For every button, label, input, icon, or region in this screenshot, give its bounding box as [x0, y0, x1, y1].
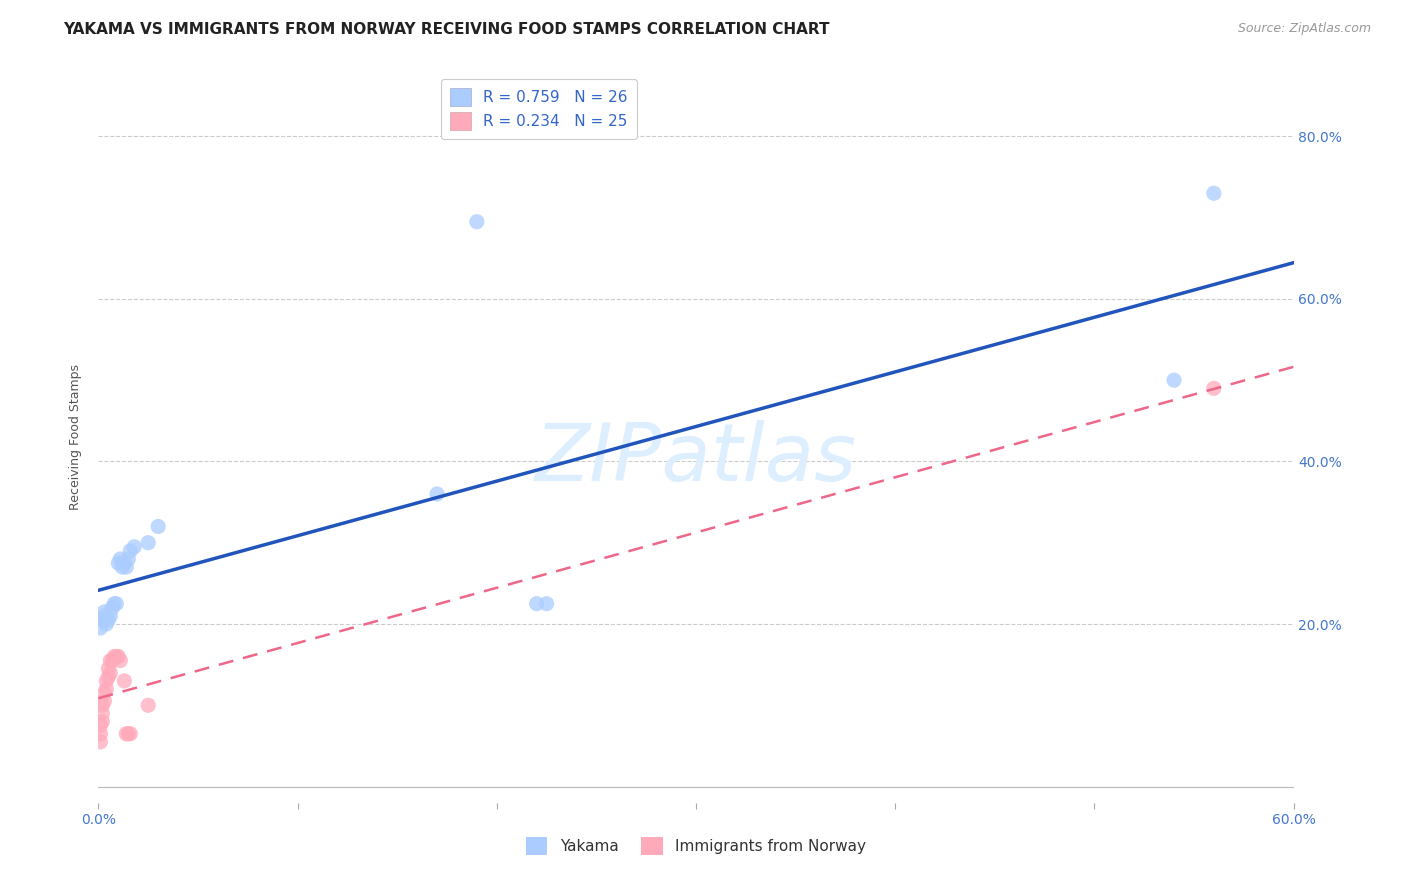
- Point: [105, 649, 128, 664]
- Point: [526, 597, 548, 611]
- Point: [89, 735, 111, 749]
- Point: [105, 597, 128, 611]
- Point: [101, 600, 124, 615]
- Point: [97, 670, 120, 684]
- Point: [96, 681, 118, 696]
- Point: [89, 718, 111, 732]
- Point: [148, 519, 170, 533]
- Point: [89, 621, 111, 635]
- Point: [93, 686, 115, 700]
- Point: [103, 649, 125, 664]
- Point: [120, 727, 142, 741]
- Point: [111, 560, 134, 574]
- Y-axis label: Receiving Food Stamps: Receiving Food Stamps: [69, 364, 83, 510]
- Point: [136, 535, 159, 549]
- Point: [89, 727, 111, 741]
- Point: [112, 673, 135, 688]
- Point: [93, 605, 115, 619]
- Point: [98, 665, 122, 680]
- Point: [110, 654, 132, 668]
- Point: [97, 662, 120, 676]
- Point: [1163, 373, 1185, 387]
- Point: [107, 556, 129, 570]
- Point: [136, 698, 159, 713]
- Point: [93, 694, 115, 708]
- Point: [120, 544, 142, 558]
- Point: [91, 714, 114, 729]
- Point: [103, 597, 125, 611]
- Point: [1202, 381, 1225, 395]
- Point: [124, 540, 146, 554]
- Point: [117, 727, 139, 741]
- Point: [112, 556, 135, 570]
- Text: ZIPatlas: ZIPatlas: [534, 420, 858, 498]
- Point: [97, 613, 120, 627]
- Point: [98, 654, 122, 668]
- Point: [91, 698, 114, 713]
- Point: [91, 613, 114, 627]
- Text: Source: ZipAtlas.com: Source: ZipAtlas.com: [1237, 22, 1371, 36]
- Point: [96, 617, 118, 632]
- Point: [93, 608, 115, 623]
- Point: [115, 727, 138, 741]
- Point: [465, 215, 488, 229]
- Point: [117, 552, 139, 566]
- Point: [426, 487, 449, 501]
- Point: [98, 608, 122, 623]
- Text: YAKAMA VS IMMIGRANTS FROM NORWAY RECEIVING FOOD STAMPS CORRELATION CHART: YAKAMA VS IMMIGRANTS FROM NORWAY RECEIVI…: [63, 22, 830, 37]
- Point: [91, 706, 114, 721]
- Point: [1202, 186, 1225, 201]
- Point: [101, 654, 124, 668]
- Point: [96, 673, 118, 688]
- Legend: Yakama, Immigrants from Norway: Yakama, Immigrants from Norway: [520, 831, 872, 861]
- Point: [107, 649, 129, 664]
- Point: [536, 597, 558, 611]
- Point: [110, 552, 132, 566]
- Point: [115, 560, 138, 574]
